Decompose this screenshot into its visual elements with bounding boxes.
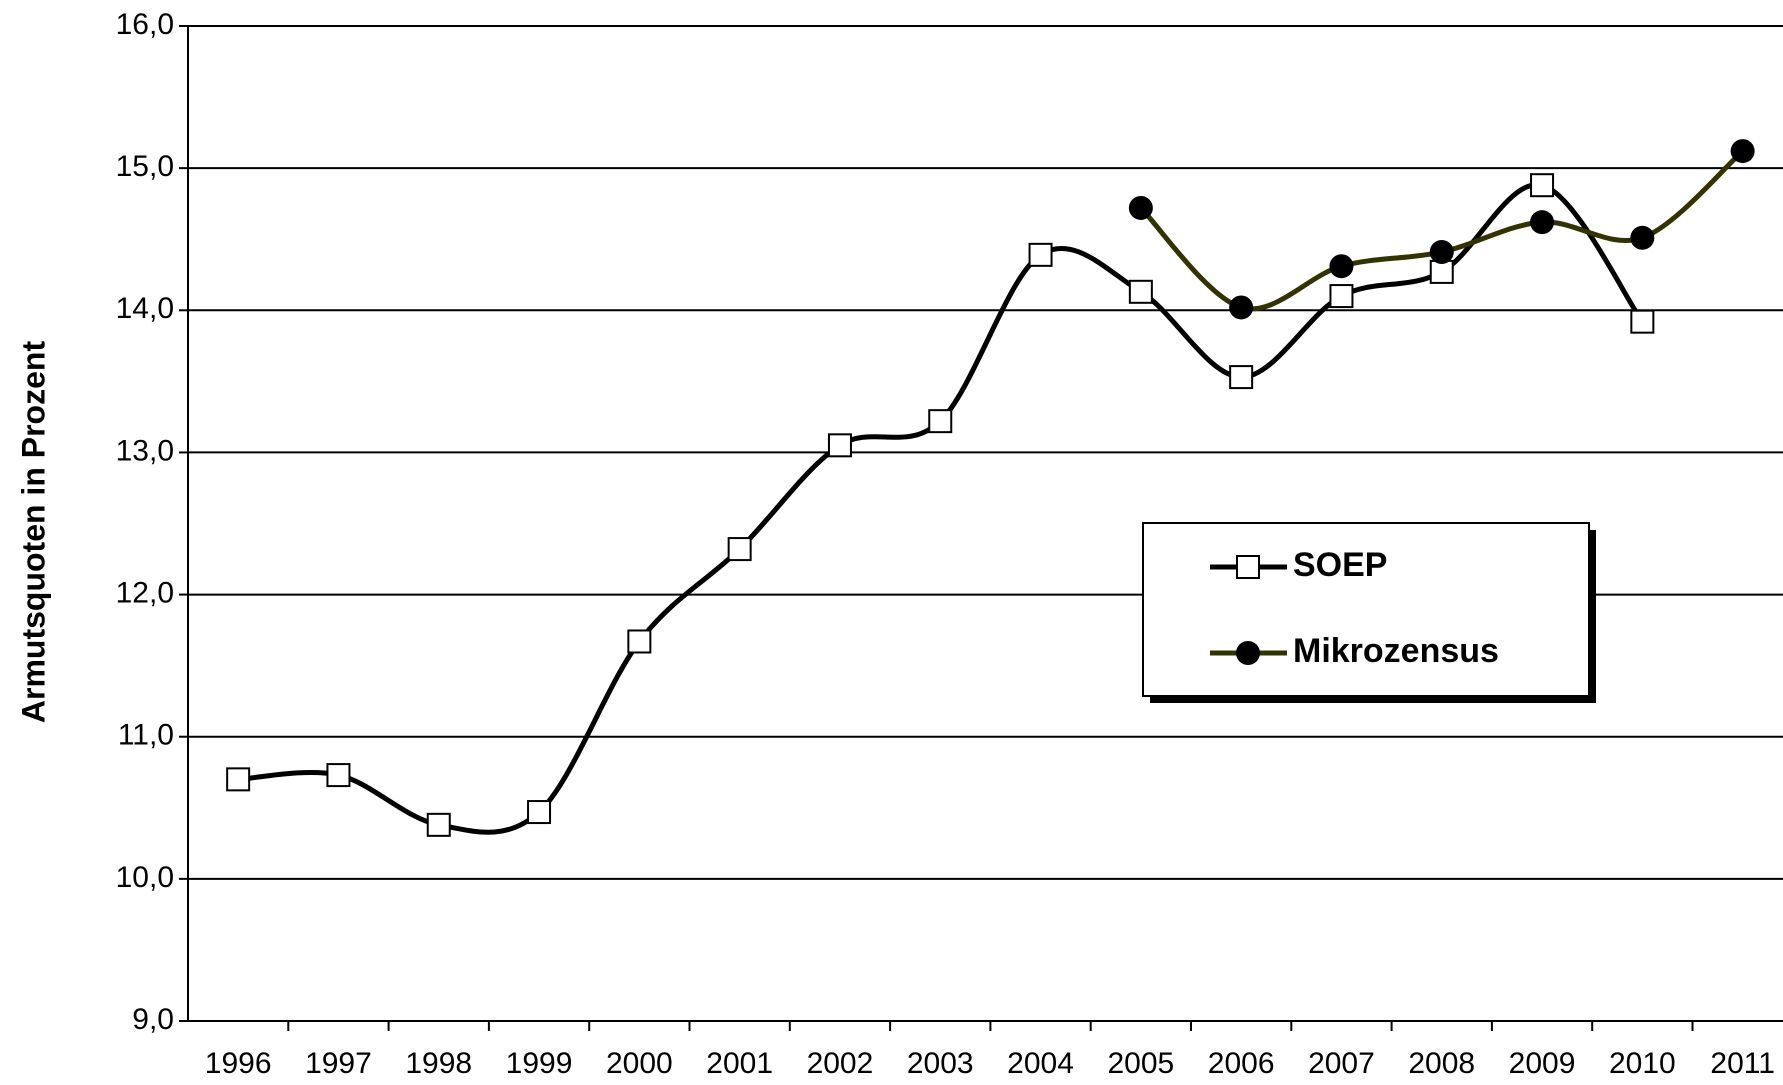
x-tick-label: 2006 — [1208, 1047, 1275, 1080]
marker — [827, 433, 852, 458]
x-tick-label: 1998 — [405, 1047, 472, 1080]
marker — [1630, 309, 1655, 334]
x-tick-label: 2003 — [907, 1047, 974, 1080]
legend: SOEP Mikrozensus — [1142, 522, 1596, 703]
x-tick-label: 2010 — [1609, 1047, 1676, 1080]
y-tick-label: 9,0 — [132, 1003, 174, 1036]
legend-box — [1142, 522, 1590, 697]
x-tick-label: 2009 — [1509, 1047, 1576, 1080]
y-tick-label: 12,0 — [116, 576, 174, 609]
marker — [1236, 641, 1260, 665]
marker — [1128, 195, 1153, 220]
legend-label: SOEP — [1293, 546, 1387, 584]
series-line — [1139, 149, 1745, 312]
marker — [928, 409, 953, 434]
marker — [1530, 173, 1555, 198]
marker — [527, 800, 552, 825]
x-tick-label: 2008 — [1408, 1047, 1475, 1080]
legend-label: Mikrozensus — [1293, 632, 1499, 670]
marker — [1429, 240, 1454, 265]
marker — [1128, 279, 1153, 304]
marker — [326, 763, 351, 788]
x-tick-label: 2004 — [1007, 1047, 1074, 1080]
marker — [1236, 555, 1260, 579]
marker — [1028, 242, 1053, 267]
x-tick-label: 1999 — [506, 1047, 573, 1080]
marker — [1530, 210, 1555, 235]
y-tick-label: 11,0 — [118, 719, 174, 752]
marker — [226, 767, 251, 792]
marker — [426, 812, 451, 837]
y-tick-label: 13,0 — [116, 434, 174, 467]
marker — [1630, 225, 1655, 250]
y-tick-label: 14,0 — [116, 292, 174, 325]
marker — [1229, 295, 1254, 320]
x-tick-label: 2000 — [606, 1047, 673, 1080]
marker — [1730, 139, 1755, 164]
y-tick-label: 10,0 — [116, 861, 174, 894]
marker — [1429, 259, 1454, 284]
x-tick-label: 1996 — [205, 1047, 272, 1080]
y-tick-label: 16,0 — [116, 8, 174, 41]
marker — [1329, 284, 1354, 309]
marker — [627, 629, 652, 654]
x-tick-label: 2011 — [1710, 1047, 1775, 1080]
marker — [1229, 365, 1254, 390]
x-tick-label: 2002 — [807, 1047, 874, 1080]
y-tick-label: 15,0 — [116, 150, 174, 183]
marker — [727, 537, 752, 562]
x-tick-label: 1997 — [305, 1047, 372, 1080]
y-axis-title: Armutsquoten in Prozent — [15, 341, 51, 724]
x-tick-label: 2007 — [1308, 1047, 1375, 1080]
marker — [1329, 254, 1354, 279]
series-line — [237, 182, 1645, 835]
x-tick-label: 2005 — [1107, 1047, 1174, 1080]
x-tick-label: 2001 — [706, 1047, 773, 1080]
